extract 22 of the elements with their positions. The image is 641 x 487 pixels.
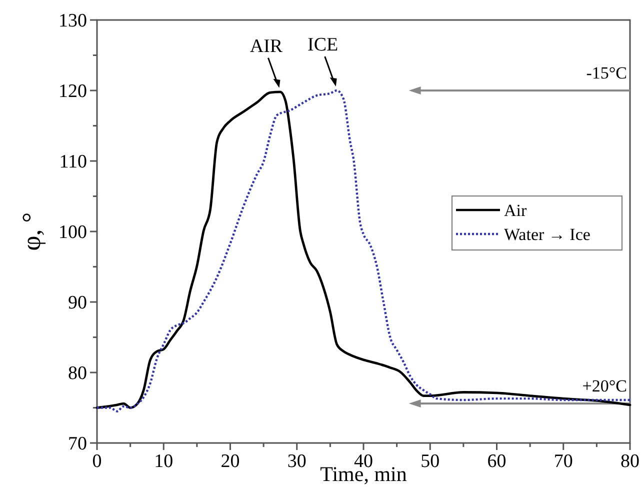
y-tick-label: 110 xyxy=(59,152,87,173)
x-tick-label: 70 xyxy=(554,451,573,472)
x-tick-label: 30 xyxy=(287,451,306,472)
y-tick-label: 90 xyxy=(68,292,87,314)
legend-label: Air xyxy=(504,200,527,220)
y-tick-label: 80 xyxy=(68,363,87,384)
x-tick-label: 20 xyxy=(220,451,240,472)
y-tick-label: 130 xyxy=(58,10,87,32)
x-tick-label: 10 xyxy=(154,451,174,472)
x-tick-label: 60 xyxy=(487,451,506,472)
x-tick-label: 0 xyxy=(92,451,102,472)
y-axis-title: φ, ° xyxy=(17,212,46,251)
annotation: AIR xyxy=(250,36,283,57)
y-tick-label: 100 xyxy=(58,222,87,244)
y-tick-label: 70 xyxy=(68,434,87,455)
ref-line-label: -15°C xyxy=(586,64,627,82)
annotation: ICE xyxy=(308,34,338,56)
x-tick-label: 80 xyxy=(620,451,640,472)
y-tick-label: 120 xyxy=(58,81,87,102)
ref-line-label: +20°C xyxy=(582,376,627,396)
legend-label: Water → Ice xyxy=(504,224,590,244)
x-tick-label: 50 xyxy=(420,451,440,472)
